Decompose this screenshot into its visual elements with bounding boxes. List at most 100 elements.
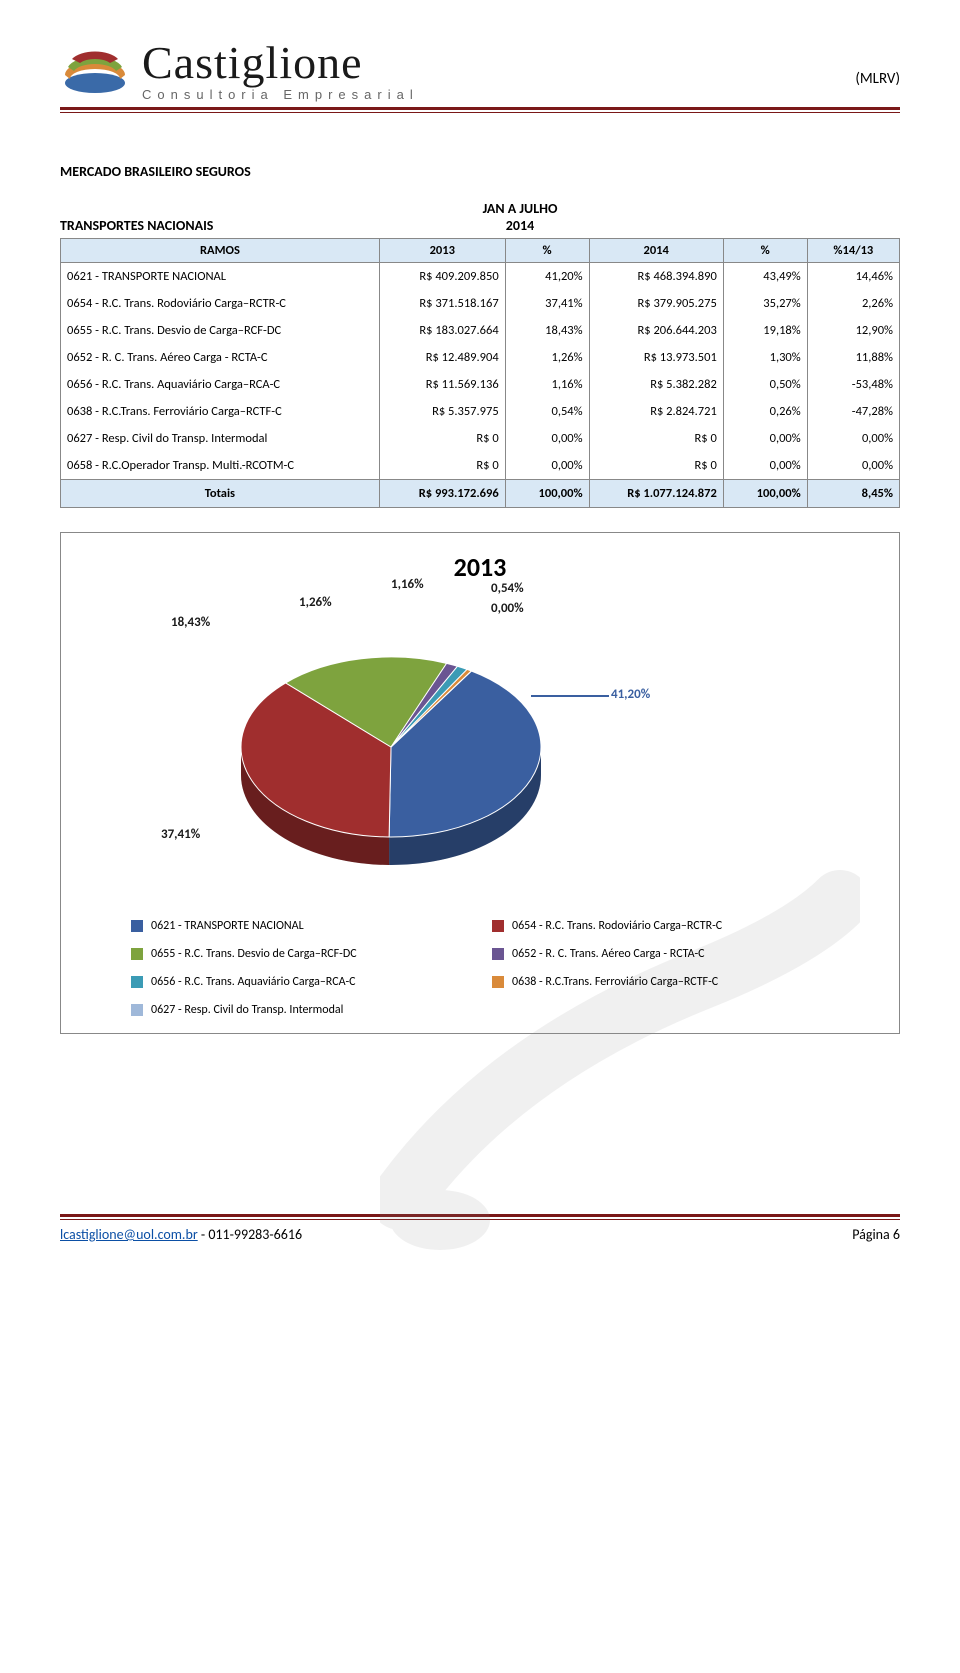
table-cell: 2,26% [807, 290, 899, 317]
legend-label: 0621 - TRANSPORTE NACIONAL [151, 919, 304, 933]
table-cell: 0621 - TRANSPORTE NACIONAL [61, 263, 380, 291]
footer-contact: lcastiglione@uol.com.br - 011-99283-6616 [60, 1226, 302, 1243]
legend-swatch [492, 976, 504, 988]
table-cell: R$ 12.489.904 [379, 344, 505, 371]
table-header-row: RAMOS 2013 % 2014 % %14/13 [61, 239, 900, 263]
table-cell: 0,00% [723, 425, 807, 452]
section-subtitle-row: TRANSPORTES NACIONAIS JAN A JULHO 2014 [60, 200, 900, 234]
footer-line: lcastiglione@uol.com.br - 011-99283-6616… [60, 1226, 900, 1243]
table-cell: -53,48% [807, 371, 899, 398]
table-cell: 0,00% [505, 452, 589, 480]
table-footer-row: Totais R$ 993.172.696 100,00% R$ 1.077.1… [61, 480, 900, 508]
chart-callout: 37,41% [161, 827, 200, 842]
col-pct2: % [723, 239, 807, 263]
chart-callout: 41,20% [611, 687, 650, 702]
table-cell: 0,26% [723, 398, 807, 425]
legend-label: 0654 - R.C. Trans. Rodoviário Carga–RCTR… [512, 919, 722, 933]
table-cell: R$ 0 [589, 452, 723, 480]
chart-leader-line [531, 695, 609, 697]
chart-callout: 18,43% [171, 615, 210, 630]
table-cell: 11,88% [807, 344, 899, 371]
footer-v3: R$ 1.077.124.872 [589, 480, 723, 508]
table-cell: 0658 - R.C.Operador Transp. Multi.-RCOTM… [61, 452, 380, 480]
table-cell: 14,46% [807, 263, 899, 291]
legend-item: 0638 - R.C.Trans. Ferroviário Carga–RCTF… [492, 975, 829, 989]
table-cell: 0,00% [723, 452, 807, 480]
footer-email[interactable]: lcastiglione@uol.com.br [60, 1226, 198, 1243]
table-row: 0621 - TRANSPORTE NACIONALR$ 409.209.850… [61, 263, 900, 291]
section-title: MERCADO BRASILEIRO SEGUROS [60, 163, 900, 180]
legend-label: 0627 - Resp. Civil do Transp. Intermodal [151, 1003, 343, 1017]
table-cell: 0,00% [807, 425, 899, 452]
table-cell: 1,16% [505, 371, 589, 398]
legend-swatch [131, 1004, 143, 1016]
pie-chart [211, 627, 571, 892]
legend-item: 0652 - R. C. Trans. Aéreo Carga - RCTA-C [492, 947, 829, 961]
footer-divider [60, 1214, 900, 1220]
table-cell: 41,20% [505, 263, 589, 291]
table-cell: R$ 206.644.203 [589, 317, 723, 344]
legend-item: 0656 - R.C. Trans. Aquaviário Carga–RCA-… [131, 975, 468, 989]
mlrv-tag: (MLRV) [855, 70, 900, 88]
data-table: RAMOS 2013 % 2014 % %14/13 0621 - TRANSP… [60, 238, 900, 508]
table-cell: 43,49% [723, 263, 807, 291]
footer-v2: 100,00% [505, 480, 589, 508]
table-cell: 18,43% [505, 317, 589, 344]
table-row: 0654 - R.C. Trans. Rodoviário Carga–RCTR… [61, 290, 900, 317]
brand-subtitle: Consultoria Empresarial [142, 88, 419, 101]
table-row: 0655 - R.C. Trans. Desvio de Carga–RCF-D… [61, 317, 900, 344]
legend-item: 0655 - R.C. Trans. Desvio de Carga–RCF-D… [131, 947, 468, 961]
col-delta: %14/13 [807, 239, 899, 263]
table-cell: R$ 5.382.282 [589, 371, 723, 398]
table-cell: R$ 409.209.850 [379, 263, 505, 291]
subtitle-right: JAN A JULHO 2014 [420, 200, 620, 234]
legend-swatch [131, 976, 143, 988]
table-cell: R$ 371.518.167 [379, 290, 505, 317]
table-cell: 0655 - R.C. Trans. Desvio de Carga–RCF-D… [61, 317, 380, 344]
table-cell: 0638 - R.C.Trans. Ferroviário Carga–RCTF… [61, 398, 380, 425]
header-divider [60, 107, 900, 113]
table-cell: R$ 2.824.721 [589, 398, 723, 425]
legend-swatch [492, 920, 504, 932]
table-cell: 0,50% [723, 371, 807, 398]
legend-swatch [131, 948, 143, 960]
table-cell: R$ 0 [589, 425, 723, 452]
table-cell: 0656 - R.C. Trans. Aquaviário Carga–RCA-… [61, 371, 380, 398]
chart-callout: 1,16% [391, 577, 424, 592]
table-cell: R$ 11.569.136 [379, 371, 505, 398]
page-header: Castiglione Consultoria Empresarial (MLR… [60, 40, 900, 101]
table-row: 0656 - R.C. Trans. Aquaviário Carga–RCA-… [61, 371, 900, 398]
subtitle-period: JAN A JULHO [420, 200, 620, 217]
chart-title: 2013 [454, 551, 507, 583]
brand-block: Castiglione Consultoria Empresarial [60, 40, 419, 101]
table-cell: R$ 5.357.975 [379, 398, 505, 425]
table-cell: 12,90% [807, 317, 899, 344]
subtitle-left: TRANSPORTES NACIONAIS [60, 217, 213, 234]
table-cell: R$ 468.394.890 [589, 263, 723, 291]
footer-v4: 100,00% [723, 480, 807, 508]
col-pct1: % [505, 239, 589, 263]
table-row: 0638 - R.C.Trans. Ferroviário Carga–RCTF… [61, 398, 900, 425]
col-2014: 2014 [589, 239, 723, 263]
footer-label: Totais [61, 480, 380, 508]
brand-logo-icon [60, 43, 130, 99]
table-cell: R$ 13.973.501 [589, 344, 723, 371]
table-row: 0627 - Resp. Civil do Transp. Intermodal… [61, 425, 900, 452]
legend-item: 0654 - R.C. Trans. Rodoviário Carga–RCTR… [492, 919, 829, 933]
legend-label: 0655 - R.C. Trans. Desvio de Carga–RCF-D… [151, 947, 357, 961]
table-cell: 1,26% [505, 344, 589, 371]
legend-swatch [492, 948, 504, 960]
footer-phone: - 011-99283-6616 [198, 1226, 302, 1243]
legend-item: 0627 - Resp. Civil do Transp. Intermodal [131, 1003, 468, 1017]
table-row: 0652 - R. C. Trans. Aéreo Carga - RCTA-C… [61, 344, 900, 371]
footer-page: Página 6 [852, 1226, 900, 1243]
table-cell: 0652 - R. C. Trans. Aéreo Carga - RCTA-C [61, 344, 380, 371]
table-cell: -47,28% [807, 398, 899, 425]
table-cell: R$ 379.905.275 [589, 290, 723, 317]
legend-item: 0621 - TRANSPORTE NACIONAL [131, 919, 468, 933]
table-cell: 35,27% [723, 290, 807, 317]
footer-v1: R$ 993.172.696 [379, 480, 505, 508]
table-cell: 0654 - R.C. Trans. Rodoviário Carga–RCTR… [61, 290, 380, 317]
table-row: 0658 - R.C.Operador Transp. Multi.-RCOTM… [61, 452, 900, 480]
legend-label: 0652 - R. C. Trans. Aéreo Carga - RCTA-C [512, 947, 705, 961]
